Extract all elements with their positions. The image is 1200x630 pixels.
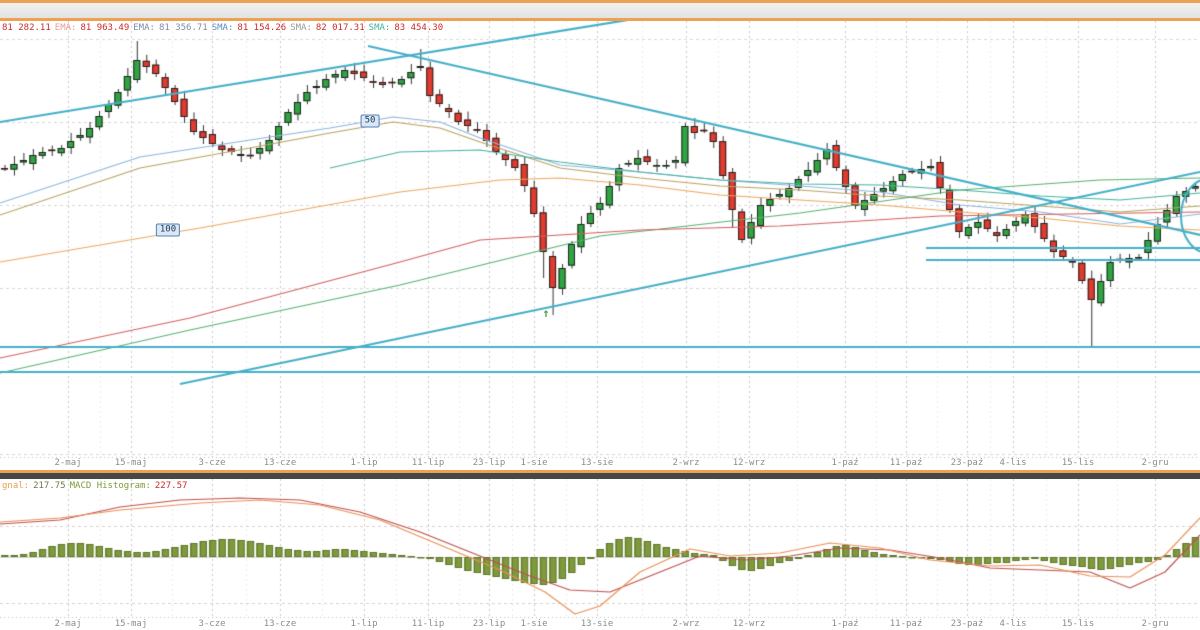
indicator-segment-2: 81 963.49 [80, 23, 130, 33]
main-chart-panel: 81 282.11 EMA: 81 963.49 EMA: 81 356.71 SMA: 8… [0, 21, 1200, 470]
header-toolbar-band [0, 3, 1200, 18]
x-tick-label-23-paź: 23-paź [950, 458, 984, 468]
indicator-segment-3: EMA: [133, 23, 155, 33]
indicator-segment-4: 81 356.71 [158, 23, 208, 33]
macd-segment-2: MACD Histogram: [69, 481, 151, 491]
x-tick-label-15-lis: 15-lis [1061, 619, 1095, 629]
x-tick-label-23-lip: 23-lip [472, 458, 506, 468]
x-tick-label-15-lis: 15-lis [1061, 458, 1095, 468]
x-tick-label-1-lip: 1-lip [350, 619, 378, 629]
ma-period-badge-100[interactable]: 100 [155, 223, 181, 237]
x-tick-label-2-gru: 2-gru [1141, 458, 1169, 468]
indicator-segment-6: 81 154.26 [237, 23, 287, 33]
indicator-segment-9: SMA: [368, 23, 391, 33]
x-tick-label-2-wrz: 2-wrz [672, 458, 700, 468]
indicator-segment-7: SMA: [290, 23, 312, 33]
ma-period-badge-50[interactable]: 50 [360, 114, 380, 128]
macd-panel: gnal: 217.75 MACD Histogram: 227.57 2-maj 15… [0, 479, 1200, 630]
x-tick-label-3-cze: 3-cze [198, 619, 226, 629]
x-tick-label-13-sie: 13-sie [580, 619, 614, 629]
x-tick-label-11-lip: 11-lip [411, 458, 445, 468]
header-orange-border [0, 18, 1200, 21]
x-tick-label-15-maj: 15-maj [114, 458, 148, 468]
x-tick-label-23-lip: 23-lip [472, 619, 506, 629]
macd-segment-0: gnal: [2, 481, 30, 491]
macd-segment-1: 217.75 [33, 481, 66, 491]
x-tick-label-12-wrz: 12-wrz [732, 458, 766, 468]
x-tick-label-13-cze: 13-cze [263, 619, 297, 629]
x-tick-label-1-sie: 1-sie [520, 619, 548, 629]
x-tick-label-23-paź: 23-paź [950, 619, 984, 629]
x-tick-label-4-lis: 4-lis [999, 458, 1027, 468]
x-tick-label-2-maj: 2-maj [54, 458, 82, 468]
x-tick-label-11-lip: 11-lip [411, 619, 445, 629]
x-tick-label-2-maj: 2-maj [54, 619, 82, 629]
x-tick-label-2-wrz: 2-wrz [672, 619, 700, 629]
indicator-segment-0: 81 282.11 [2, 23, 51, 33]
main-chart-canvas[interactable] [0, 21, 1200, 470]
x-tick-label-11-paź: 11-paź [889, 458, 923, 468]
x-tick-label-1-paź: 1-paź [831, 619, 859, 629]
main-x-axis: 2-maj 15-maj 3-cze 13-cze 1-lip 11-lip 23-lip 1… [0, 458, 1200, 469]
panel-separator-orange [0, 470, 1200, 473]
indicator-values-row: 81 282.11 EMA: 81 963.49 EMA: 81 356.71 SMA: 8… [2, 23, 447, 33]
x-tick-label-1-lip: 1-lip [350, 458, 378, 468]
macd-indicator-label: gnal: 217.75 MACD Histogram: 227.57 [2, 481, 191, 491]
indicator-segment-10: 83 454.30 [394, 23, 444, 33]
macd-segment-3: 227.57 [154, 481, 188, 491]
panel-separator-dark [0, 473, 1200, 479]
x-tick-label-1-paź: 1-paź [831, 458, 859, 468]
x-tick-label-11-paź: 11-paź [889, 619, 923, 629]
indicator-segment-5: SMA: [211, 23, 234, 33]
x-tick-label-1-sie: 1-sie [520, 458, 548, 468]
macd-x-axis: 2-maj 15-maj 3-cze 13-cze 1-lip 11-lip 23-lip 1… [0, 619, 1200, 630]
x-tick-label-3-cze: 3-cze [198, 458, 226, 468]
x-tick-label-15-maj: 15-maj [114, 619, 148, 629]
macd-chart-canvas[interactable] [0, 479, 1200, 630]
buy-signal-arrow-icon: ↑ [542, 306, 550, 320]
indicator-segment-8: 82 017.31 [315, 23, 365, 33]
x-tick-label-4-lis: 4-lis [999, 619, 1027, 629]
x-tick-label-12-wrz: 12-wrz [732, 619, 766, 629]
x-tick-label-13-sie: 13-sie [580, 458, 614, 468]
top-orange-border [0, 0, 1200, 3]
indicator-segment-1: EMA: [54, 23, 77, 33]
x-tick-label-13-cze: 13-cze [263, 458, 297, 468]
x-tick-label-2-gru: 2-gru [1141, 619, 1169, 629]
